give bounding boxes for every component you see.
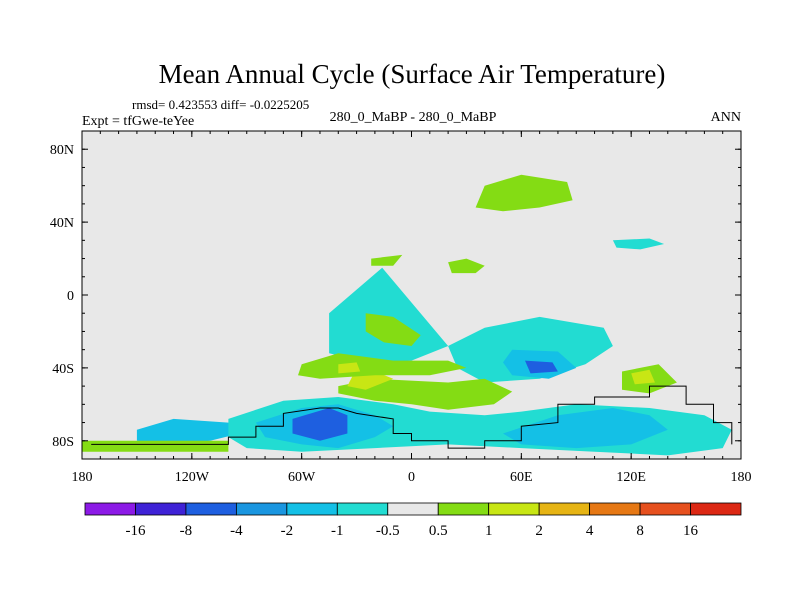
- y-tick-label-0: 80N: [50, 143, 74, 158]
- anomaly-regions: [82, 174, 732, 456]
- colorbar-label-8: 2: [535, 523, 543, 539]
- colorbar-label-11: 16: [683, 523, 699, 539]
- anomaly-region-16: [475, 174, 573, 212]
- anomaly-region-3: [338, 378, 513, 410]
- anomaly-region-14: [631, 369, 655, 385]
- x-tick-label-5: 120E: [616, 470, 646, 485]
- y-tick-label-1: 40N: [50, 216, 74, 231]
- x-tick-label-4: 60E: [510, 470, 533, 485]
- anomaly-region-11: [292, 408, 348, 441]
- anomaly-region-6: [338, 362, 361, 374]
- anomaly-region-12: [503, 408, 668, 449]
- colorbar-label-0: -16: [125, 523, 145, 539]
- colorbar-swatch-9: [538, 502, 591, 516]
- anomaly-region-17: [448, 258, 485, 274]
- x-tick-label-6: 180: [731, 470, 752, 485]
- colorbar-label-4: -1: [331, 523, 344, 539]
- colorbar-swatch-5: [336, 502, 389, 516]
- x-tick-label-1: 120W: [175, 470, 210, 485]
- stats-line: rmsd= 0.423553 diff= -0.0225205: [132, 97, 309, 112]
- colorbar-swatch-4: [286, 502, 338, 516]
- coastline-polyline: [91, 385, 733, 449]
- y-axis: 80N 40N 0 40S 80S: [50, 130, 741, 460]
- experiment-label: Expt = tfGwe-teYee: [82, 114, 194, 129]
- continent-outline: [91, 385, 733, 449]
- x-tick-label-3: 0: [408, 470, 415, 485]
- colorbar-label-9: 4: [586, 523, 594, 539]
- colorbar-label-3: -2: [281, 523, 294, 539]
- y-tick-label-2: 0: [67, 289, 74, 304]
- anomaly-region-8: [136, 418, 247, 445]
- colorbar-label-1: -8: [180, 523, 193, 539]
- season-label: ANN: [711, 110, 741, 125]
- anomaly-region-7: [365, 313, 421, 346]
- x-axis: 180 120W 60W 0 60E 120E 180: [72, 131, 752, 485]
- colorbar-label-10: 8: [636, 523, 644, 539]
- colorbar-label-2: -4: [230, 523, 243, 539]
- colorbar-swatch-8: [488, 502, 540, 516]
- colorbar-swatch-2: [185, 502, 237, 516]
- colorbar-swatch-10: [589, 502, 641, 516]
- colorbar-label-7: 1: [485, 523, 493, 539]
- colorbar: -16 -8 -4 -2 -1 -0.5 0.5 1 2 4 8 16: [84, 502, 742, 539]
- colorbar-swatch-1: [135, 502, 187, 516]
- colorbar-label-5: -0.5: [376, 523, 400, 539]
- colorbar-label-6: 0.5: [429, 523, 448, 539]
- anomaly-region-15: [82, 440, 229, 452]
- chart-title: Mean Annual Cycle (Surface Air Temperatu…: [159, 59, 666, 89]
- anomaly-region-2: [525, 360, 558, 374]
- x-tick-label-0: 180: [72, 470, 93, 485]
- colorbar-swatch-3: [235, 502, 288, 516]
- colorbar-swatch-7: [437, 502, 490, 516]
- y-tick-label-4: 80S: [52, 435, 74, 450]
- colorbar-swatch-12: [690, 502, 742, 516]
- colorbar-swatch-0: [84, 502, 136, 516]
- anomaly-region-19: [612, 238, 665, 250]
- chart-subtitle: 280_0_MaBP - 280_0_MaBP: [330, 110, 497, 125]
- y-tick-label-3: 40S: [52, 362, 74, 377]
- colorbar-swatch-6: [387, 502, 439, 516]
- colorbar-swatch-11: [639, 502, 691, 516]
- plot-background: [82, 131, 741, 459]
- anomaly-region-18: [371, 254, 403, 266]
- x-tick-label-2: 60W: [288, 470, 316, 485]
